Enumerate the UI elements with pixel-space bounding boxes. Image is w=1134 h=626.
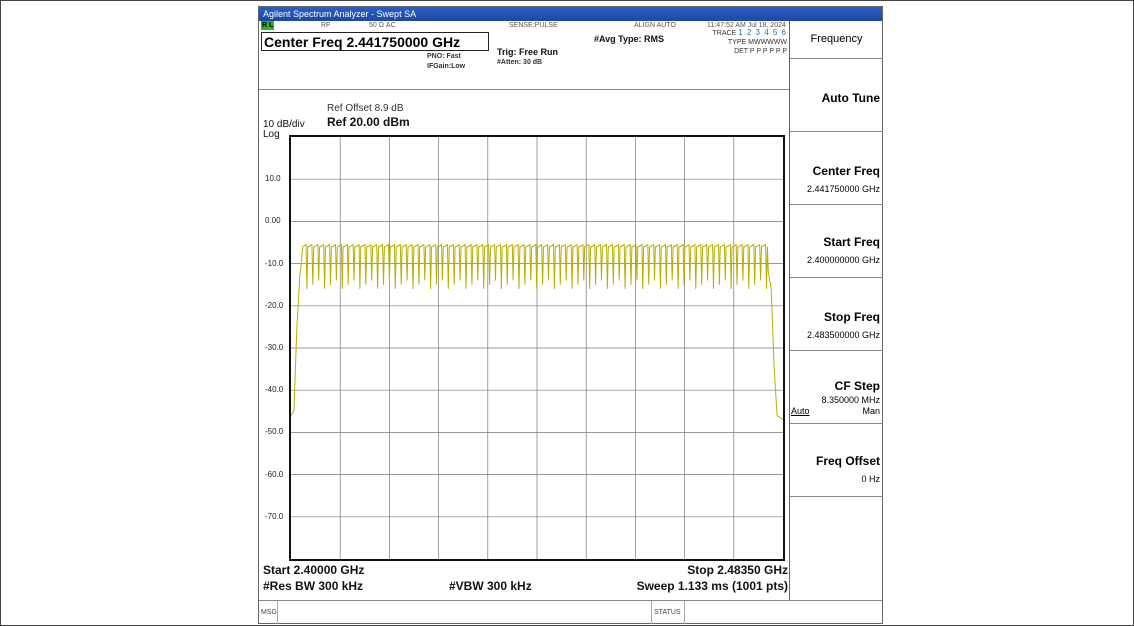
det-label: DET [734, 48, 748, 55]
softkey-start-freq[interactable]: Start Freq 2.400000000 GHz [790, 205, 883, 278]
softkey-cf-step[interactable]: CF Step 8.350000 MHz Auto Man [790, 351, 883, 424]
center-freq-display[interactable]: Center Freq 2.441750000 GHz [261, 32, 489, 51]
sweep-label: Sweep 1.133 ms (1001 pts) [636, 579, 788, 593]
vbw-label: #VBW 300 kHz [449, 579, 532, 593]
trace-info: TRACE 1 2 3 4 5 6 TYPE MWWWWW DET P P P … [705, 28, 788, 56]
softkey-panel: Frequency Auto Tune Center Freq 2.441750… [789, 21, 883, 600]
rl-indicator: R L [261, 21, 275, 30]
ifgain-setting: IFGain:Low [427, 63, 466, 70]
align-indicator: ALIGN AUTO [634, 22, 676, 29]
footer-divider-mid [651, 601, 652, 624]
softkey-menu-title: Frequency [790, 21, 883, 59]
msg-label: MSG [261, 609, 277, 616]
footer-bar: MSG STATUS [259, 600, 882, 624]
status-label: STATUS [654, 609, 681, 616]
trace-digits: 1 2 3 4 5 6 [738, 28, 787, 37]
type-value: MWWWWW [748, 39, 787, 46]
y-tick-label: -30.0 [265, 343, 284, 352]
sense-indicator: SENSE:PULSE [509, 22, 558, 29]
attenuation-setting: #Atten: 30 dB [497, 59, 543, 66]
datetime: 11:47:52 AM Jul 18, 2024 [707, 22, 786, 29]
footer-divider-right [684, 601, 685, 624]
rf-indicator: RF [321, 22, 331, 29]
pno-setting: PNO: Fast [427, 53, 461, 60]
avg-type: #Avg Type: RMS [594, 34, 665, 44]
y-tick-label: 10.0 [265, 174, 281, 184]
det-value: P P P P P P [749, 48, 787, 55]
footer-divider-left [277, 601, 278, 624]
spectrum-analyzer-window: Agilent Spectrum Analyzer - Swept SA R L… [258, 6, 883, 624]
header-divider [259, 89, 789, 90]
trace-graph [289, 135, 785, 561]
softkey-center-freq[interactable]: Center Freq 2.441750000 GHz [790, 132, 883, 205]
y-tick-label: -50.0 [265, 427, 284, 437]
softkey-auto-tune[interactable]: Auto Tune [790, 59, 883, 132]
softkey-stop-freq[interactable]: Stop Freq 2.483500000 GHz [790, 278, 883, 351]
cf-step-man-option[interactable]: Man [862, 406, 880, 416]
y-tick-label: -10.0 [265, 258, 284, 268]
y-tick-label: 0.00 [265, 216, 281, 226]
status-row: R L RF 50 Ω AC SENSE:PULSE ALIGN AUTO 11… [259, 21, 789, 30]
softkey-freq-offset[interactable]: Freq Offset 0 Hz [790, 424, 883, 497]
y-tick-label: -70.0 [265, 511, 284, 521]
window-title: Agilent Spectrum Analyzer - Swept SA [259, 7, 882, 21]
impedance-indicator: 50 Ω AC [369, 22, 396, 29]
ref-level: Ref 20.00 dBm [327, 115, 410, 129]
trace-1-line [290, 243, 784, 421]
y-tick-label: -60.0 [265, 469, 284, 479]
trace-label: TRACE [712, 30, 737, 37]
spectrum-plot [290, 137, 784, 559]
scale-type: Log [263, 129, 280, 140]
stop-freq-label: Stop 2.48350 GHz [687, 563, 788, 577]
type-label: TYPE [727, 39, 747, 46]
cf-step-auto-option[interactable]: Auto [791, 406, 810, 416]
trigger-setting: Trig: Free Run [497, 47, 559, 57]
res-bw-label: #Res BW 300 kHz [263, 579, 364, 593]
y-tick-label: -20.0 [265, 300, 284, 310]
scale-per-div: 10 dB/div [263, 119, 305, 130]
ref-offset: Ref Offset 8.9 dB [327, 103, 404, 114]
y-tick-label: -40.0 [265, 385, 284, 395]
start-freq-label: Start 2.40000 GHz [263, 563, 365, 577]
